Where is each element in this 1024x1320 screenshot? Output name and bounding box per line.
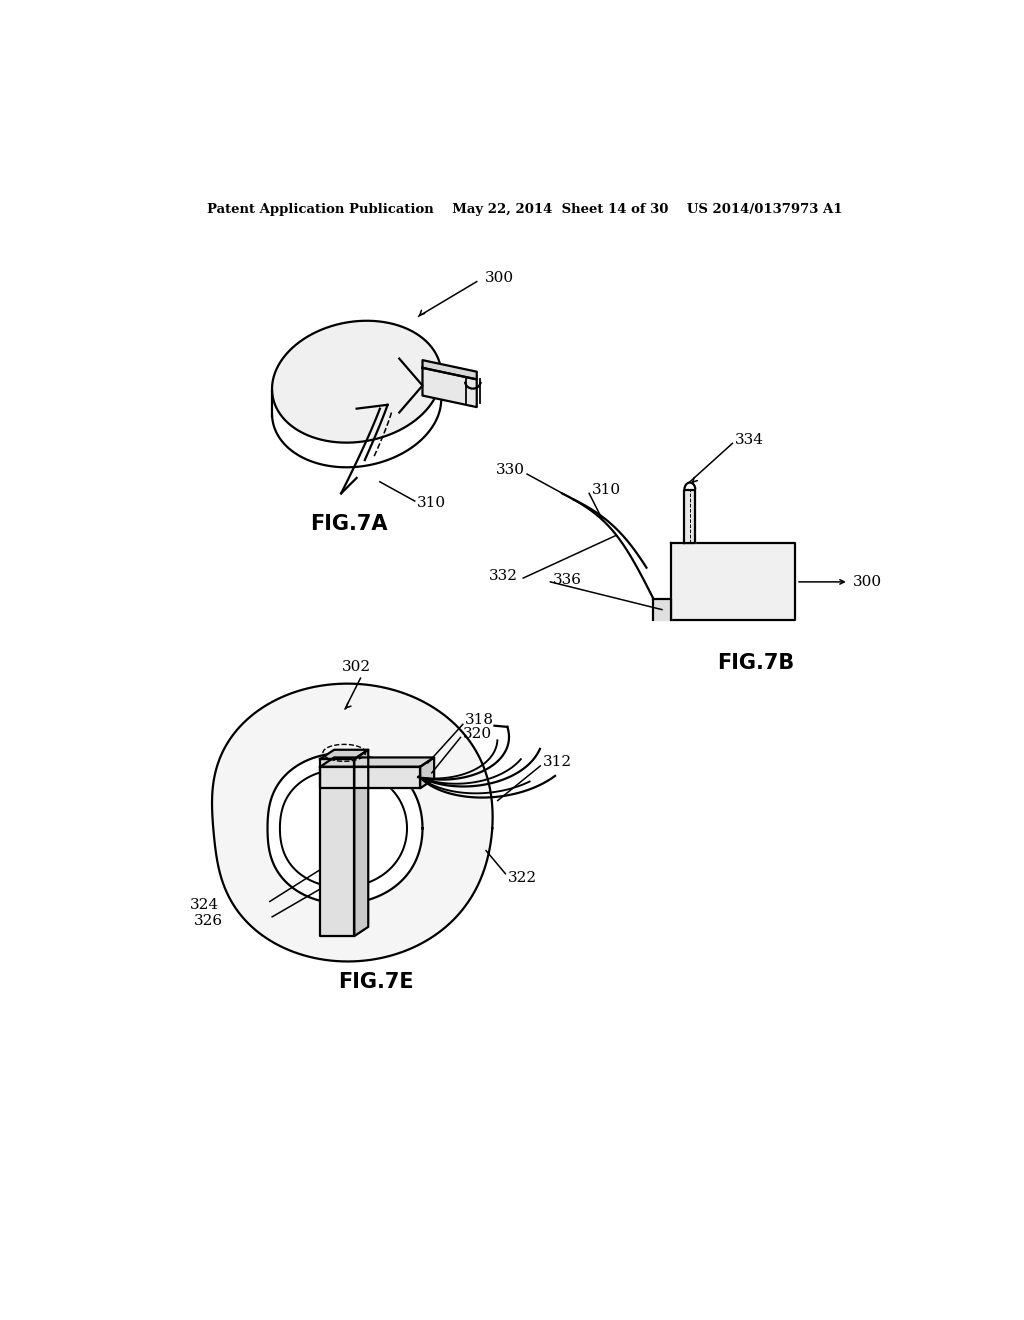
Polygon shape	[423, 368, 477, 407]
Text: 330: 330	[496, 463, 525, 478]
Polygon shape	[321, 758, 434, 767]
Polygon shape	[653, 599, 671, 620]
Polygon shape	[354, 750, 369, 936]
Text: 310: 310	[417, 496, 446, 511]
Text: 300: 300	[484, 271, 514, 285]
Text: FIG.7B: FIG.7B	[717, 653, 795, 673]
Text: 336: 336	[553, 573, 582, 586]
Polygon shape	[423, 360, 477, 379]
Text: 332: 332	[488, 569, 517, 582]
Polygon shape	[212, 684, 493, 961]
Text: 300: 300	[853, 576, 882, 589]
Polygon shape	[420, 758, 434, 788]
Polygon shape	[321, 767, 420, 788]
Text: 326: 326	[195, 913, 223, 928]
Text: 312: 312	[543, 755, 571, 770]
Text: FIG.7E: FIG.7E	[338, 973, 414, 993]
Text: FIG.7A: FIG.7A	[310, 515, 388, 535]
Polygon shape	[272, 321, 441, 442]
Text: 324: 324	[190, 899, 219, 912]
Polygon shape	[267, 754, 423, 903]
Text: 318: 318	[465, 714, 495, 727]
Text: 320: 320	[463, 727, 492, 742]
Text: Patent Application Publication    May 22, 2014  Sheet 14 of 30    US 2014/013797: Patent Application Publication May 22, 2…	[207, 203, 843, 216]
Text: 310: 310	[592, 483, 621, 496]
Text: 322: 322	[508, 871, 537, 884]
Text: 302: 302	[342, 660, 371, 675]
Polygon shape	[321, 750, 369, 759]
Text: 334: 334	[735, 433, 764, 447]
Polygon shape	[671, 544, 795, 620]
Polygon shape	[321, 759, 354, 936]
Polygon shape	[684, 490, 695, 544]
